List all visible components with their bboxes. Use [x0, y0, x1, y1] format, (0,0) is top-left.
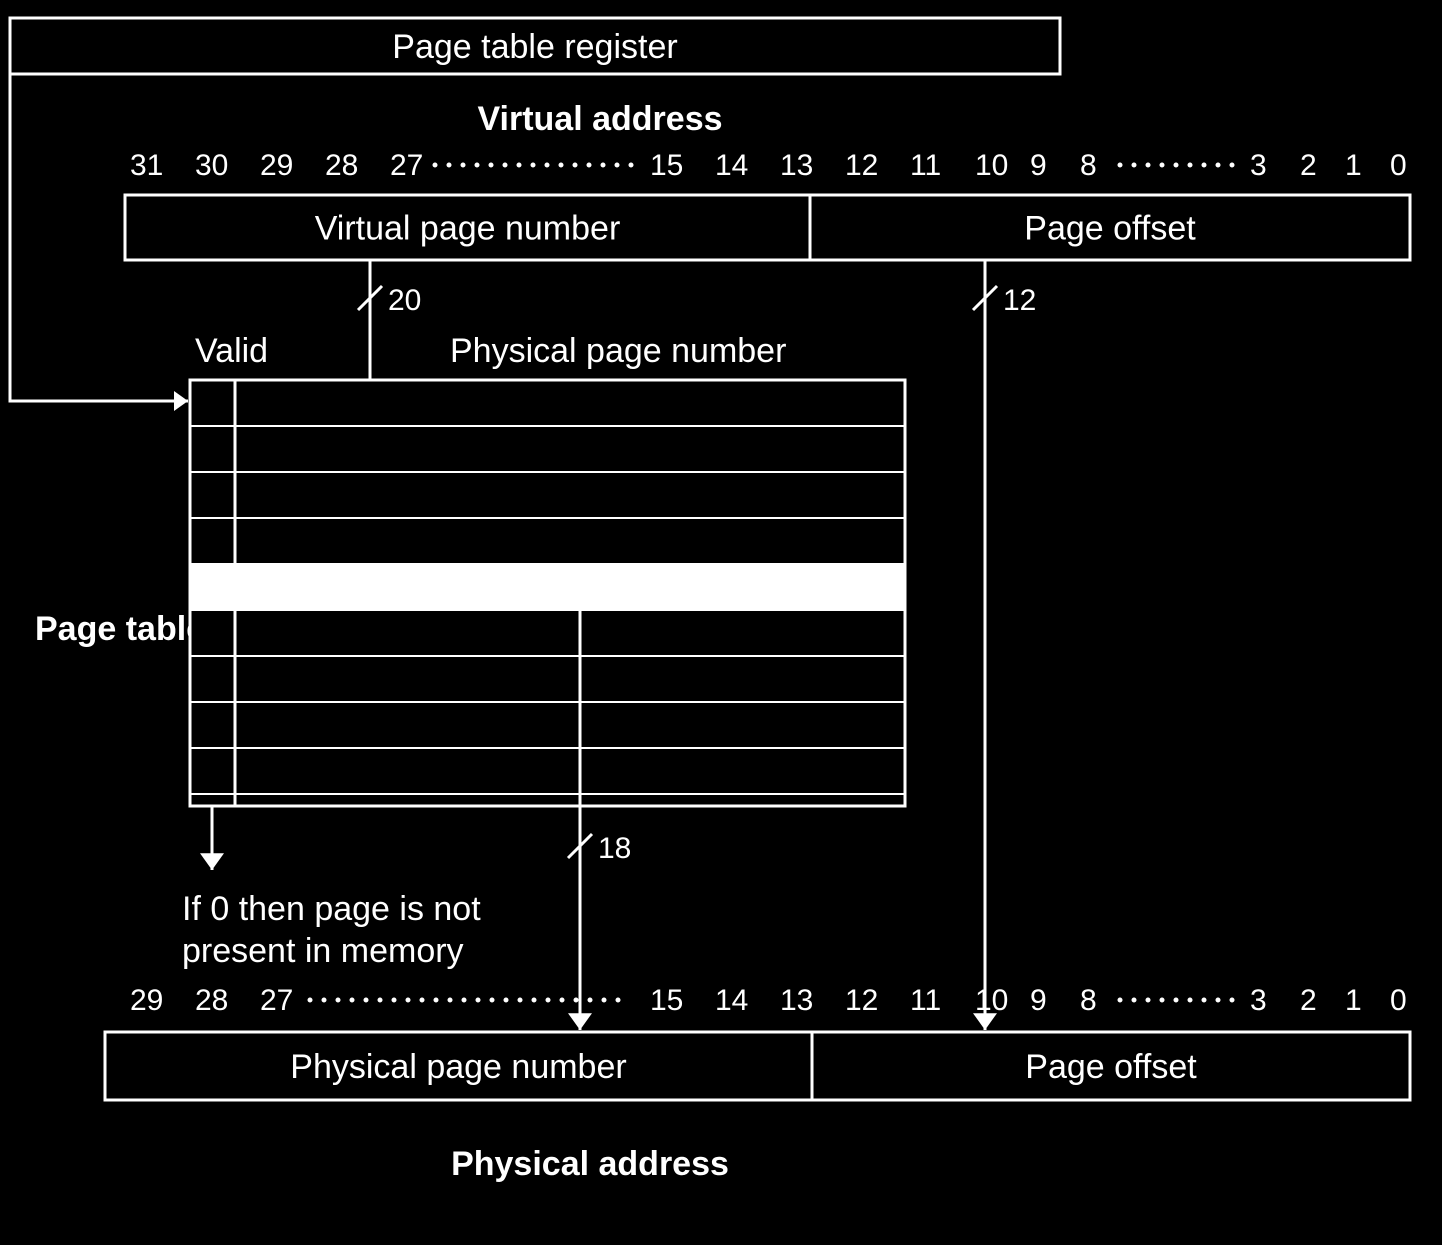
va-bit: 0 [1390, 149, 1407, 182]
va-offset-label: Page offset [1024, 210, 1196, 248]
va-bit: 28 [325, 149, 358, 182]
va-bit: 3 [1250, 149, 1267, 182]
pa-bit: 0 [1390, 984, 1407, 1017]
page-table-register-label: Page table register [392, 28, 677, 66]
virtual-address-title: Virtual address [477, 100, 722, 138]
pa-ppn-label: Physical page number [290, 1048, 626, 1086]
pa-bit: 13 [780, 984, 813, 1017]
pa-bit: 10 [975, 984, 1008, 1017]
va-bit: 10 [975, 149, 1008, 182]
table-out-bits: 18 [598, 832, 631, 865]
va-bit: 29 [260, 149, 293, 182]
valid-note-2: present in memory [182, 932, 464, 970]
pa-bit: 1 [1345, 984, 1362, 1017]
physical-address-title: Physical address [451, 1145, 729, 1183]
vpn-label: Virtual page number [315, 210, 621, 248]
va-bit: 8 [1080, 149, 1097, 182]
pa-bit: 2 [1300, 984, 1317, 1017]
pa-bit: 9 [1030, 984, 1047, 1017]
page-table-side-label: Page table [35, 610, 205, 648]
va-bit: 13 [780, 149, 813, 182]
pa-bit: 3 [1250, 984, 1267, 1017]
pa-bit: 15 [650, 984, 683, 1017]
va-bit: 9 [1030, 149, 1047, 182]
pa-bit: 11 [910, 984, 941, 1017]
pa-offset-label: Page offset [1025, 1048, 1197, 1086]
pa-bit: 27 [260, 984, 293, 1017]
va-bit: 1 [1345, 149, 1362, 182]
va-bit: 2 [1300, 149, 1317, 182]
va-bit: 12 [845, 149, 878, 182]
va-bit: 30 [195, 149, 228, 182]
vpn-bits: 20 [388, 284, 421, 317]
pa-bit: 28 [195, 984, 228, 1017]
offset-bits: 12 [1003, 284, 1036, 317]
va-bit: 11 [910, 149, 941, 182]
pa-bit: 12 [845, 984, 878, 1017]
pa-bit: 29 [130, 984, 163, 1017]
ppn-label: Physical page number [450, 332, 786, 370]
page-table-highlight-row [190, 564, 905, 610]
va-bit: 27 [390, 149, 423, 182]
va-bit: 15 [650, 149, 683, 182]
va-bit: 14 [715, 149, 748, 182]
valid-label: Valid [195, 332, 268, 370]
va-bit: 31 [130, 149, 163, 182]
pa-bit: 8 [1080, 984, 1097, 1017]
pa-bit: 14 [715, 984, 748, 1017]
valid-note-1: If 0 then page is not [182, 890, 481, 928]
